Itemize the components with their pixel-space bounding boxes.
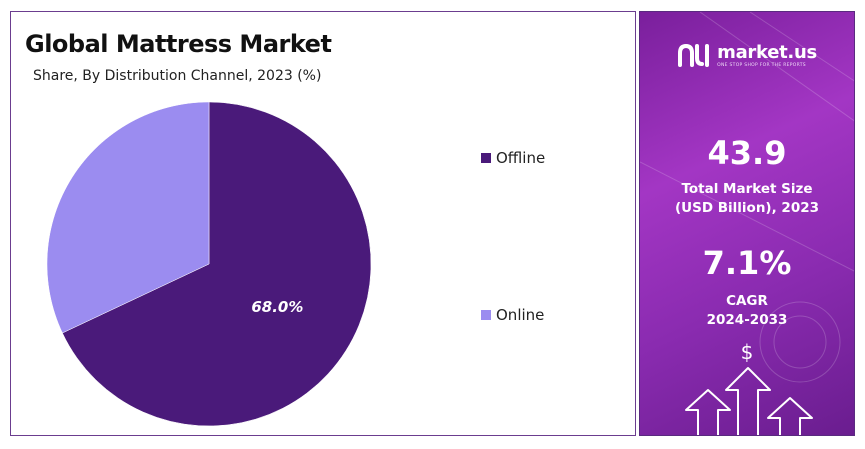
background-decoration [640, 12, 854, 435]
chart-subtitle: Share, By Distribution Channel, 2023 (%) [33, 68, 322, 84]
data-label-offline: 68.0% [251, 298, 303, 316]
brand-logo: market.us ONE STOP SHOP FOR THE REPORTS [640, 42, 854, 68]
pie-slice-offline [62, 101, 372, 427]
pie-slice-online [46, 101, 210, 334]
market-size-value: 43.9 [707, 134, 787, 172]
stats-panel: market.us ONE STOP SHOP FOR THE REPORTS … [639, 11, 855, 436]
brand-tagline: ONE STOP SHOP FOR THE REPORTS [717, 62, 806, 68]
brand-name: market.us [717, 41, 817, 63]
legend-swatch-offline [481, 153, 491, 163]
cagr-period: 2024-2033 [706, 312, 788, 328]
legend-swatch-online [481, 310, 491, 320]
cagr-label: CAGR [726, 293, 768, 309]
legend-item-offline: Offline [481, 149, 545, 167]
market-size-label-line2: (USD Billion), 2023 [674, 200, 820, 216]
legend-item-online: Online [481, 306, 544, 324]
chart-title: Global Mattress Market [25, 30, 332, 58]
market-us-logo-icon [678, 43, 710, 67]
dollar-icon: $ [740, 340, 754, 364]
market-size-label-line1: Total Market Size [681, 181, 813, 197]
legend-label-offline: Offline [496, 149, 546, 167]
legend-label-online: Online [496, 306, 545, 324]
pie-chart: 68.0% [46, 101, 372, 427]
cagr-value: 7.1% [702, 244, 792, 282]
chart-panel: Global Mattress Market Share, By Distrib… [10, 11, 636, 436]
growth-arrows-icon [685, 367, 813, 435]
